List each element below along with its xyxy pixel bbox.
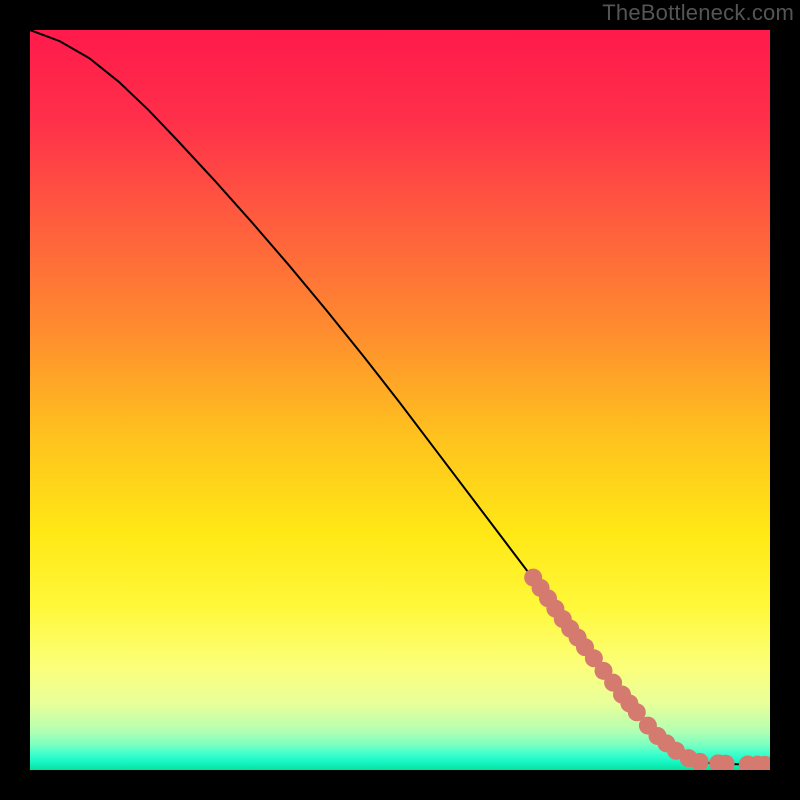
chart-frame: TheBottleneck.com	[0, 0, 800, 800]
gradient-plot	[30, 30, 770, 770]
gradient-background	[30, 30, 770, 770]
watermark-text: TheBottleneck.com	[602, 0, 794, 26]
